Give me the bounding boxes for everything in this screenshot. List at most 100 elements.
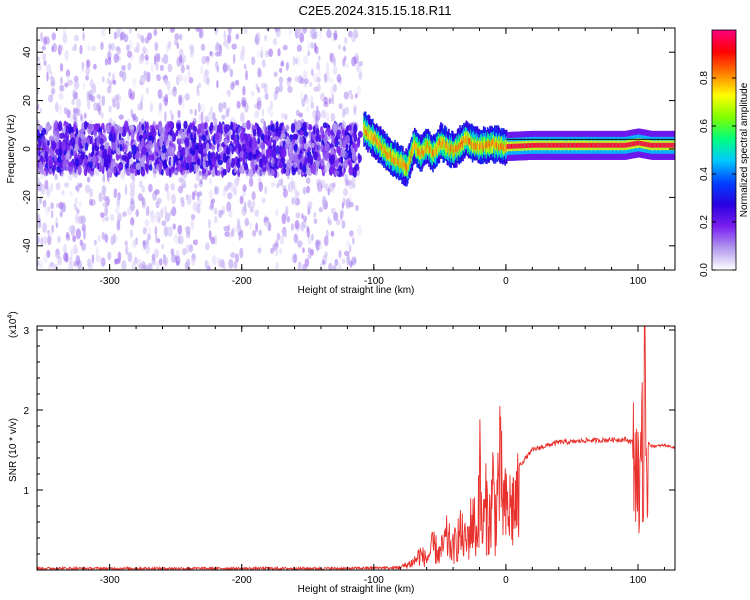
spectrogram-cell — [205, 129, 209, 136]
spectrogram-cell — [332, 83, 337, 93]
spectrogram-cell — [79, 44, 83, 55]
spectrogram-cell — [51, 265, 56, 270]
spectrogram-cell — [50, 202, 54, 210]
spectrogram-cell — [145, 205, 150, 217]
spectrogram-cell — [103, 195, 107, 201]
spectrogram-cell — [337, 260, 341, 270]
spectrogram-cell — [145, 163, 149, 172]
spectrogram-cell — [114, 258, 118, 265]
spectrogram-cell — [345, 144, 349, 151]
spectrogram-cell — [327, 28, 331, 38]
spectrogram-cell — [271, 148, 277, 158]
spectrogram-cell — [137, 258, 143, 270]
spectrogram-cell — [249, 221, 253, 230]
spectrogram-cell — [86, 91, 90, 102]
spectrogram-cell — [397, 158, 399, 166]
spectrogram-cell — [135, 209, 139, 217]
spectrogram-cell — [202, 160, 206, 169]
spectrogram-cell — [294, 76, 299, 82]
spectrogram-cell — [91, 254, 95, 264]
spectrogram-cell — [100, 157, 104, 167]
spectrogram-cell — [228, 209, 233, 218]
spectrogram-cell — [297, 168, 301, 176]
spectrogram-cell — [106, 153, 111, 163]
spectrogram-cell — [319, 263, 323, 270]
spectrogram-cell — [114, 94, 119, 102]
spectrogram-cell — [556, 142, 559, 148]
spectrogram-cell — [471, 142, 474, 149]
spectrogram-cell — [315, 239, 320, 248]
spectrogram-cell — [96, 93, 101, 100]
spectrogram-cell — [447, 139, 449, 153]
spectrogram-cell — [168, 121, 174, 129]
spectrogram-cell — [597, 142, 599, 148]
spectrogram-cell — [161, 151, 166, 161]
spectrogram-cell — [621, 142, 624, 148]
spectrogram-cell — [537, 142, 540, 148]
spectrogram-cell — [272, 144, 275, 150]
spectrogram-cell — [166, 80, 171, 91]
spectrogram-cell — [635, 141, 637, 146]
spectrogram-cell — [265, 219, 269, 228]
spectrogram-cell — [251, 125, 258, 132]
spectrogram-cell — [153, 172, 156, 179]
spectrogram-cell — [305, 156, 312, 163]
spectrogram-cell — [60, 44, 64, 51]
spectrogram-cell — [184, 93, 190, 101]
spectrogram-cell — [74, 197, 78, 205]
spectrogram-cell — [166, 190, 171, 202]
spectrogram-cell — [83, 112, 87, 119]
spectrogram-cell — [355, 163, 360, 171]
spectrogram-cell — [164, 134, 167, 144]
spectrogram-cell — [87, 123, 93, 130]
spectrogram-cell — [218, 50, 222, 57]
spectrogram-cell — [178, 144, 182, 152]
spectrogram-cell — [44, 179, 49, 190]
spectrogram-cell — [140, 78, 145, 84]
spectrogram-cell — [93, 130, 97, 136]
spectrogram-cell — [49, 261, 55, 267]
spectrogram-cell — [190, 219, 194, 230]
colorbar — [711, 29, 737, 271]
spectrogram-cell — [83, 120, 88, 130]
spectrogram-cell — [162, 158, 167, 168]
spectrogram-cell — [348, 165, 354, 176]
snr-y-ticks: 1 2 3 — [23, 326, 675, 555]
spectrogram-cell — [209, 177, 213, 185]
spectrogram-cell — [190, 132, 193, 141]
spectrogram-cell — [37, 129, 40, 137]
spectrogram-cell — [40, 236, 43, 248]
spectrogram-cell — [64, 182, 70, 188]
spectrogram-cell — [211, 166, 216, 178]
spectrogram-cell — [111, 125, 115, 135]
spectrogram-cell — [316, 60, 320, 71]
spectrogram-cell — [269, 100, 273, 111]
spectrogram-cell — [201, 134, 206, 141]
x-tick-label: 0 — [503, 276, 509, 287]
spectrogram-cell — [143, 264, 149, 270]
spectrogram-cell — [648, 142, 651, 148]
spectrogram-cell — [154, 226, 158, 236]
spectrogram-cell — [334, 258, 339, 267]
spectrogram-cell — [200, 104, 206, 113]
spectrogram-cell — [179, 196, 185, 203]
spectrogram-cell — [286, 61, 290, 69]
spectrogram-cell — [639, 140, 641, 146]
spectrogram-cell — [307, 50, 311, 57]
spectrogram-cell — [210, 121, 214, 131]
spectrogram-cell — [156, 74, 161, 82]
spectrogram-cell — [175, 129, 178, 137]
spectrogram-cell — [260, 118, 265, 124]
spectrogram-cell — [80, 151, 86, 157]
spectrogram-cell — [247, 199, 252, 208]
spectrogram-cell — [148, 164, 153, 171]
spectrogram-cell — [176, 122, 181, 131]
spectrogram-cell — [235, 33, 240, 40]
spectrogram-cell — [62, 160, 66, 171]
spectrogram-cell — [37, 213, 41, 224]
spectrogram-cell — [244, 218, 250, 227]
spectrogram-cell — [443, 138, 445, 146]
spectrogram-cell — [282, 125, 286, 134]
spectrogram-cell — [111, 42, 115, 51]
spectrogram-cell — [252, 136, 257, 147]
